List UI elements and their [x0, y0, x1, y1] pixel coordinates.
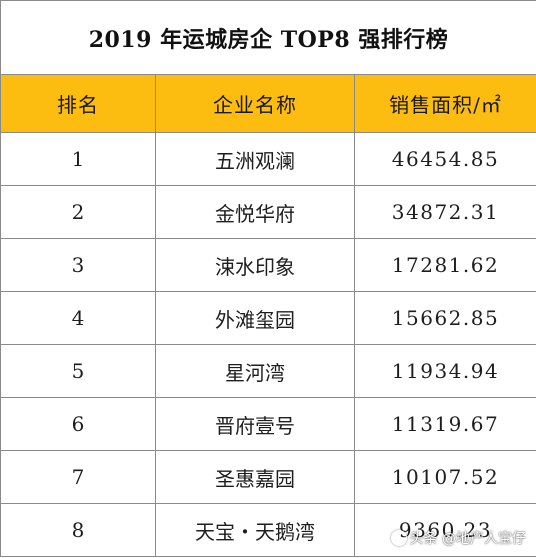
sales-area-cell: 11934.94: [354, 344, 536, 398]
company-cell: 金悦华府: [155, 185, 355, 239]
company-cell: 圣惠嘉园: [155, 450, 355, 504]
company-cell: 五洲观澜: [155, 132, 355, 186]
company-cell: 天宝・天鹅湾: [155, 503, 355, 557]
header-row: 排名 企业名称 销售面积/㎡: [0, 74, 536, 133]
sales-area-cell: 10107.52: [354, 450, 536, 504]
rank-cell: 5: [0, 344, 156, 398]
company-cell: 晋府壹号: [155, 397, 355, 451]
sales-area-cell: 34872.31: [354, 185, 536, 239]
table-row: 7 圣惠嘉园 10107.52: [0, 450, 536, 504]
company-cell: 星河湾: [155, 344, 355, 398]
company-cell: 外滩玺园: [155, 291, 355, 345]
table-row: 4 外滩玺园 15662.85: [0, 291, 536, 345]
table-row: 3 涑水印象 17281.62: [0, 238, 536, 292]
rank-cell: 3: [0, 238, 156, 292]
title-row: 2019 年运城房企 TOP8 强排行榜: [0, 0, 536, 75]
sales-area-cell: 17281.62: [354, 238, 536, 292]
table-title: 2019 年运城房企 TOP8 强排行榜: [0, 0, 536, 75]
sales-area-cell: 11319.67: [354, 397, 536, 451]
rank-cell: 7: [0, 450, 156, 504]
header-company: 企业名称: [155, 74, 355, 133]
sales-area-cell: 46454.85: [354, 132, 536, 186]
table-row: 6 晋府壹号 11319.67: [0, 397, 536, 451]
rank-cell: 4: [0, 291, 156, 345]
header-sales-area: 销售面积/㎡: [354, 74, 536, 133]
rank-cell: 8: [0, 503, 156, 557]
rank-cell: 2: [0, 185, 156, 239]
table-row: 2 金悦华府 34872.31: [0, 185, 536, 239]
rank-cell: 6: [0, 397, 156, 451]
sales-area-cell: 9360.23: [354, 503, 536, 557]
sales-area-cell: 15662.85: [354, 291, 536, 345]
rank-cell: 1: [0, 132, 156, 186]
company-cell: 涑水印象: [155, 238, 355, 292]
table-row: 1 五洲观澜 46454.85: [0, 132, 536, 186]
table-row: 8 天宝・天鹅湾 9360.23: [0, 503, 536, 557]
header-rank: 排名: [0, 74, 156, 133]
table-row: 5 星河湾 11934.94: [0, 344, 536, 398]
